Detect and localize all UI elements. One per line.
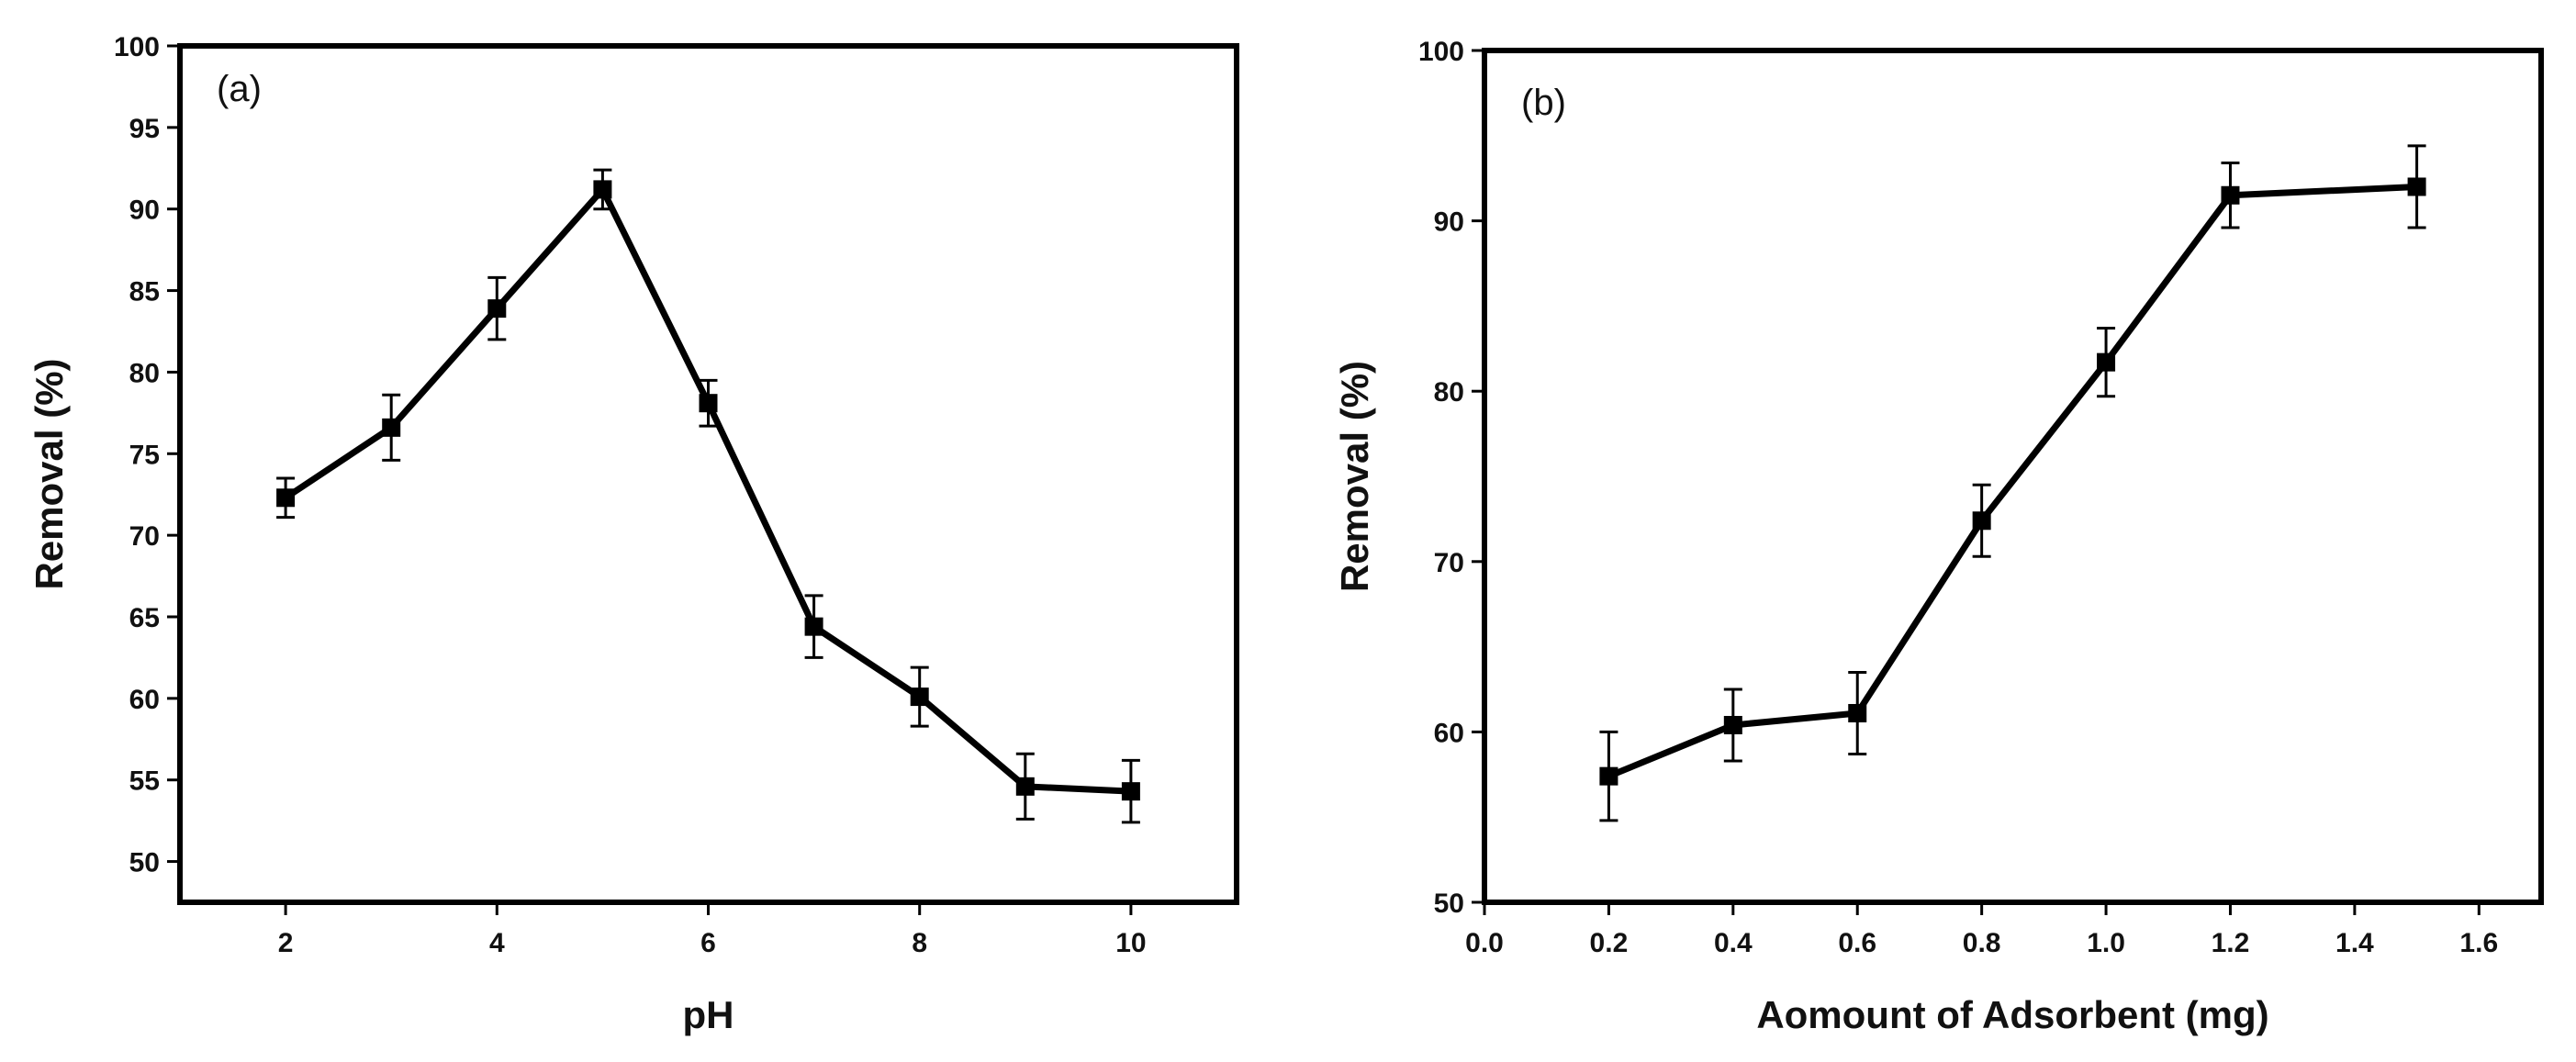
chart-b-data-point	[2221, 185, 2240, 205]
chart-b-y-tick-label: 50	[1434, 889, 1464, 919]
chart-b-x-tick-label: 0.2	[1590, 928, 1629, 958]
chart-a-data-point	[382, 418, 401, 437]
chart-a-series-line	[284, 185, 1132, 795]
chart-panel-b: 0.0 0.2 0.4 0.6 0.8 1.0 1.2 1.4 1.6 50 60 70 80 90 100…	[1333, 37, 2544, 1036]
chart-b-plot-frame	[1482, 48, 2544, 905]
chart-b-data-point	[2407, 177, 2426, 196]
chart-b-x-tick-label: 0.0	[1465, 928, 1504, 958]
chart-b-y-tick-label: 100	[1418, 37, 1464, 67]
chart-a-y-tick-label: 75	[129, 440, 160, 470]
chart-b-y-tick-label: 60	[1434, 718, 1464, 748]
chart-a-panel-label: (a)	[217, 69, 262, 109]
chart-b-panel-label: (b)	[1521, 83, 1566, 123]
chart-a-y-tick-label: 85	[129, 277, 160, 307]
chart-a-y-tick-label: 50	[129, 848, 160, 878]
chart-b-x-tick-label: 0.4	[1714, 928, 1753, 958]
chart-b-y-tick-label: 80	[1434, 377, 1464, 408]
chart-a-x-tick-label: 10	[1115, 928, 1146, 958]
chart-b-x-tick-label: 0.8	[1963, 928, 2001, 958]
chart-b-data-point	[1599, 766, 1618, 786]
chart-b-data-point	[1723, 715, 1742, 734]
chart-b-x-tick-label: 1.0	[2087, 928, 2125, 958]
chart-b-x-axis-title: Aomount of Adsorbent (mg)	[1756, 993, 2268, 1036]
chart-b-x-tick-label: 1.2	[2212, 928, 2250, 958]
chart-a-y-tick-label: 55	[129, 766, 160, 797]
chart-a-data-point	[1015, 777, 1035, 796]
chart-a-y-tick-label: 70	[129, 521, 160, 552]
chart-b-y-axis-title: Removal (%)	[1333, 361, 1376, 592]
chart-a-data-point	[276, 488, 296, 508]
chart-b-x-tick-label: 1.6	[2459, 928, 2498, 958]
chart-a-y-tick-label: 60	[129, 685, 160, 715]
chart-b-data-point	[1848, 703, 1867, 722]
chart-a-x-tick-label: 8	[912, 928, 927, 958]
chart-b-x-tick-label: 0.6	[1838, 928, 1876, 958]
chart-a-plot-frame	[177, 43, 1239, 905]
chart-a-data-point	[699, 394, 718, 413]
chart-b-y-tick-label: 90	[1434, 207, 1464, 238]
chart-b-data-point	[2097, 352, 2116, 372]
chart-a-data-point	[1121, 782, 1140, 801]
chart-a-data-point	[487, 299, 507, 319]
chart-a-y-axis-title: Removal (%)	[28, 358, 71, 589]
chart-b-y-tick-label: 70	[1434, 548, 1464, 578]
chart-a-x-tick-label: 4	[489, 928, 505, 958]
chart-a-y-tick-label: 100	[114, 32, 160, 62]
chart-a-x-tick-label: 6	[700, 928, 716, 958]
chart-panel-a: 2 4 6 8 10 50 55 60 65 70 75 80 85 90 95 100 pH Removal (…	[28, 32, 1239, 1036]
chart-b-x-tick-label: 1.4	[2335, 928, 2374, 958]
chart-a-y-tick-label: 90	[129, 196, 160, 226]
chart-a-x-axis-title: pH	[683, 993, 734, 1036]
chart-a-y-tick-label: 95	[129, 114, 160, 144]
chart-a-y-tick-label: 65	[129, 603, 160, 633]
chart-a-y-tick-label: 80	[129, 358, 160, 388]
chart-a-x-tick-label: 2	[278, 928, 294, 958]
chart-a-data-point	[593, 180, 612, 199]
chart-b-series-line	[1607, 183, 2417, 779]
chart-b-data-point	[1972, 511, 1991, 531]
chart-a-data-point	[804, 617, 823, 636]
chart-a-data-point	[910, 688, 929, 707]
